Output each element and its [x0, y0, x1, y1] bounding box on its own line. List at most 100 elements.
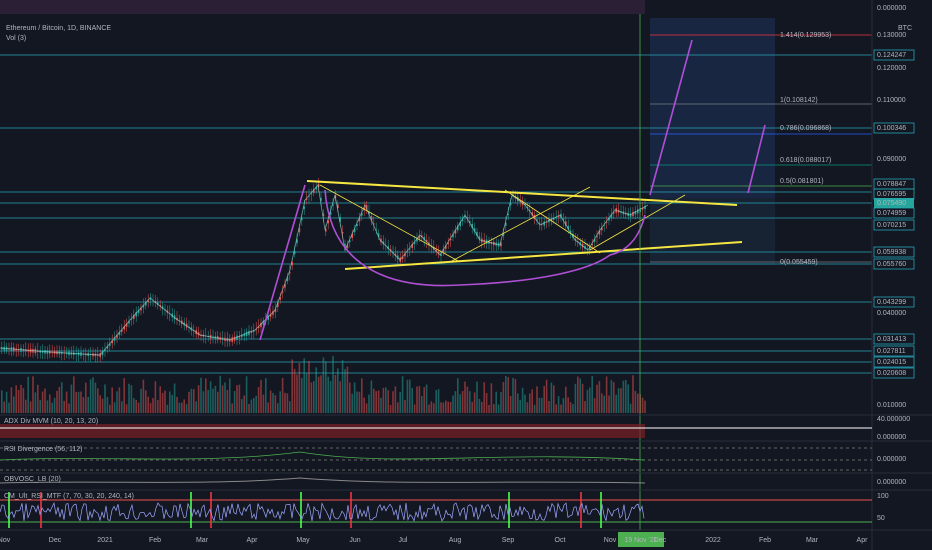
obv-line	[0, 477, 646, 484]
volume-bar	[413, 404, 416, 413]
candle	[274, 309, 277, 313]
price-label: 0.043299	[877, 299, 906, 306]
candle	[545, 222, 548, 223]
volume-bar	[238, 384, 241, 413]
volume-bar	[605, 376, 608, 413]
volume-bar	[440, 402, 442, 413]
volume-bar	[27, 376, 29, 413]
volume-bar	[8, 402, 10, 413]
candle	[248, 330, 250, 336]
candle	[116, 334, 118, 338]
candle	[629, 213, 632, 217]
volume-bar	[137, 402, 140, 413]
price-label-box	[873, 258, 915, 270]
candle	[373, 223, 375, 225]
candle	[140, 307, 142, 311]
volume-bar	[176, 396, 178, 413]
volume-bar	[159, 386, 161, 413]
volume-bar	[236, 385, 238, 413]
price-label: 0.074959	[877, 210, 906, 217]
indicator-axis-label: 0.000000	[877, 434, 906, 441]
candle	[473, 228, 476, 232]
candle	[293, 250, 296, 255]
volume-bar	[190, 388, 193, 413]
candle	[406, 251, 409, 253]
price-label: 0.059938	[877, 249, 906, 256]
last-price-box	[874, 198, 914, 208]
time-label: Mar	[196, 537, 209, 544]
volume-bar	[555, 404, 557, 413]
volume-bar	[565, 386, 567, 413]
candle	[109, 343, 111, 346]
volume-bar	[481, 401, 483, 413]
volume-bar	[421, 396, 423, 413]
volume-bar	[193, 389, 195, 413]
volume-bar	[315, 367, 317, 413]
volume-bar	[601, 393, 603, 413]
candle	[565, 221, 567, 226]
volume-bar	[632, 375, 634, 413]
candle	[260, 322, 262, 328]
volume-bar	[68, 403, 70, 413]
candle	[233, 336, 236, 341]
candle	[634, 211, 637, 215]
volume-bar	[32, 376, 34, 413]
volume-bar	[178, 402, 181, 413]
volume-bar	[20, 384, 22, 413]
candle	[502, 232, 505, 237]
volume-bar	[257, 387, 260, 413]
candle	[245, 331, 248, 337]
volume-bar	[423, 387, 425, 413]
volume-bar	[397, 402, 399, 413]
volume-bar	[593, 398, 596, 413]
signal-bar	[508, 492, 510, 528]
volume-bar	[303, 358, 305, 413]
price-label-box	[873, 122, 915, 134]
candle	[315, 186, 317, 190]
candle	[529, 210, 531, 212]
indicator-axis-label: 100	[877, 493, 889, 500]
candle	[442, 249, 445, 253]
volume-bar	[73, 376, 75, 413]
candle	[272, 311, 274, 315]
candle	[596, 236, 598, 238]
candle	[279, 297, 281, 300]
volume-bar	[149, 403, 152, 413]
candle	[322, 213, 325, 216]
volume-bar	[356, 391, 358, 413]
candle	[267, 315, 269, 321]
volume-bar	[329, 381, 332, 413]
price-label-box	[873, 367, 915, 379]
rsi-line	[0, 451, 646, 461]
time-label: Nov	[0, 537, 11, 544]
candle	[454, 230, 457, 234]
volume-bar	[351, 393, 353, 413]
candle	[255, 329, 257, 331]
candle	[591, 244, 593, 246]
volume-bar	[541, 397, 543, 413]
volume-bar	[152, 398, 154, 413]
candle	[476, 231, 478, 236]
volume-bar	[142, 379, 145, 413]
volume-bar	[332, 356, 334, 413]
candle	[589, 246, 591, 251]
price-label: 0.020608	[877, 370, 906, 377]
volume-bar	[521, 387, 524, 413]
candle	[365, 204, 368, 210]
volume-bar	[596, 384, 598, 413]
candle	[351, 233, 353, 238]
rsi-levels	[0, 447, 872, 471]
volume-bar	[10, 387, 13, 413]
indicator-name: OBVOSC_LB (20)	[4, 476, 61, 483]
candle	[363, 207, 365, 211]
volume-bar	[243, 395, 245, 413]
volume-bar	[430, 401, 433, 413]
volume-bar	[229, 378, 231, 413]
volume-bar	[550, 382, 553, 413]
candle	[505, 222, 507, 226]
volume-bar	[147, 396, 149, 413]
fib-lines	[650, 34, 872, 263]
volume-bar	[478, 398, 481, 413]
volume-bar	[286, 393, 289, 413]
